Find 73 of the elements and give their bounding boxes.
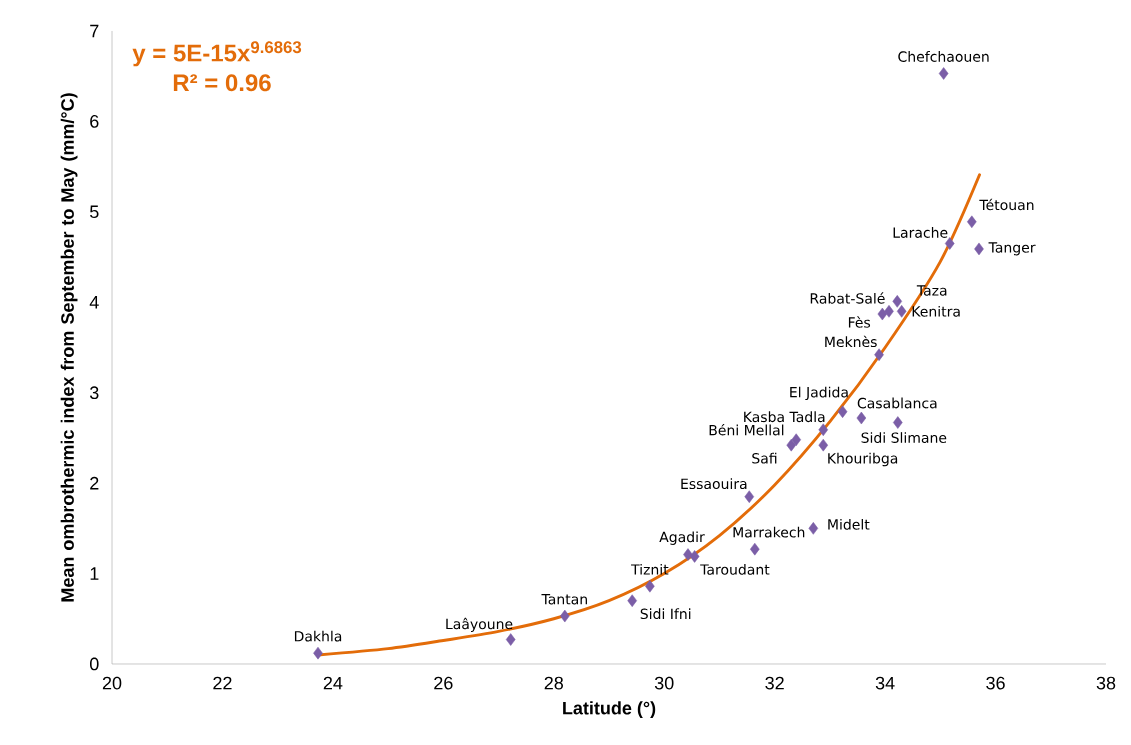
point [884,305,894,318]
annotation: R² = 0.96 [173,74,271,92]
point [818,423,829,437]
point [967,215,977,229]
point [877,307,888,321]
point [896,305,907,318]
x-tick-label: 24 [323,676,343,690]
point [892,295,903,308]
annotation: Tiznit [631,564,669,575]
annotation: Laâyoune [446,617,513,632]
annotation: Tétouan [979,198,1034,211]
point [689,550,700,563]
annotation: Kasba Tadla [744,411,825,423]
point [944,237,955,250]
annotation: Essaouira [681,478,747,490]
y-tick-label: 7 [90,24,99,38]
point [818,438,829,452]
annotation: Sidi Slimane [861,432,947,443]
point [856,411,867,425]
y-tick-label: 6 [90,115,99,128]
annotation: Tanger [988,242,1036,256]
point [874,348,884,361]
point [505,633,516,646]
annotation: Taroudant [700,563,770,575]
annotation: Sidi Ifni [640,608,691,620]
annotation: Safi [752,452,777,464]
annotation: Rabat-Salé [810,292,885,304]
x-tick-label: 20 [102,676,122,690]
y-tick-label: 1 [90,567,99,580]
point [627,594,637,607]
point [938,67,949,80]
point [683,548,693,561]
x-tick-label: 32 [765,676,784,690]
annotation: y = 5E-15x$^{9.6863}$ [132,41,302,67]
annotation: Chefchaouen [898,51,989,62]
annotation: Meknès [825,335,877,348]
annotation: Larache [893,227,948,238]
point [744,490,755,503]
annotation: Fès [848,316,871,328]
annotation: Dakhla [294,630,342,642]
x-tick-label: 28 [544,676,563,690]
annotation: Tantan [541,594,587,605]
y-tick-label: 5 [90,205,99,219]
y-axis-title: Mean ombrothermic index from September to May (mm/°C) [60,93,78,602]
annotation: Khouribga [828,452,898,467]
x-tick-label: 26 [434,676,453,690]
x-axis-title: Latitude (°) [563,701,656,719]
y-tick-label: 2 [90,476,99,490]
annotation: Kenitra [912,305,960,317]
x-tick-label: 22 [213,676,232,690]
point [750,542,760,556]
point [837,405,848,418]
annotation: Casablanca [857,397,937,409]
annotation: Marrakech [733,526,805,538]
y-tick-label: 4 [89,296,99,309]
x-tick-label: 38 [1096,676,1116,690]
point [786,438,797,452]
y-tick-label: 3 [89,386,99,400]
point [893,416,903,429]
point [313,646,323,660]
annotation: Béni Mellal [709,424,784,436]
x-tick-label: 34 [875,676,895,690]
x-tick-label: 36 [986,676,1005,690]
annotation: Agadir [659,531,705,545]
point [974,242,984,256]
point [791,433,801,446]
y-tick-label: 0 [90,657,99,671]
annotation: El Jadida [790,386,848,401]
point [560,609,570,623]
point [645,579,655,593]
point [808,522,819,535]
annotation: Midelt [828,518,870,530]
x-tick-label: 30 [654,676,674,690]
